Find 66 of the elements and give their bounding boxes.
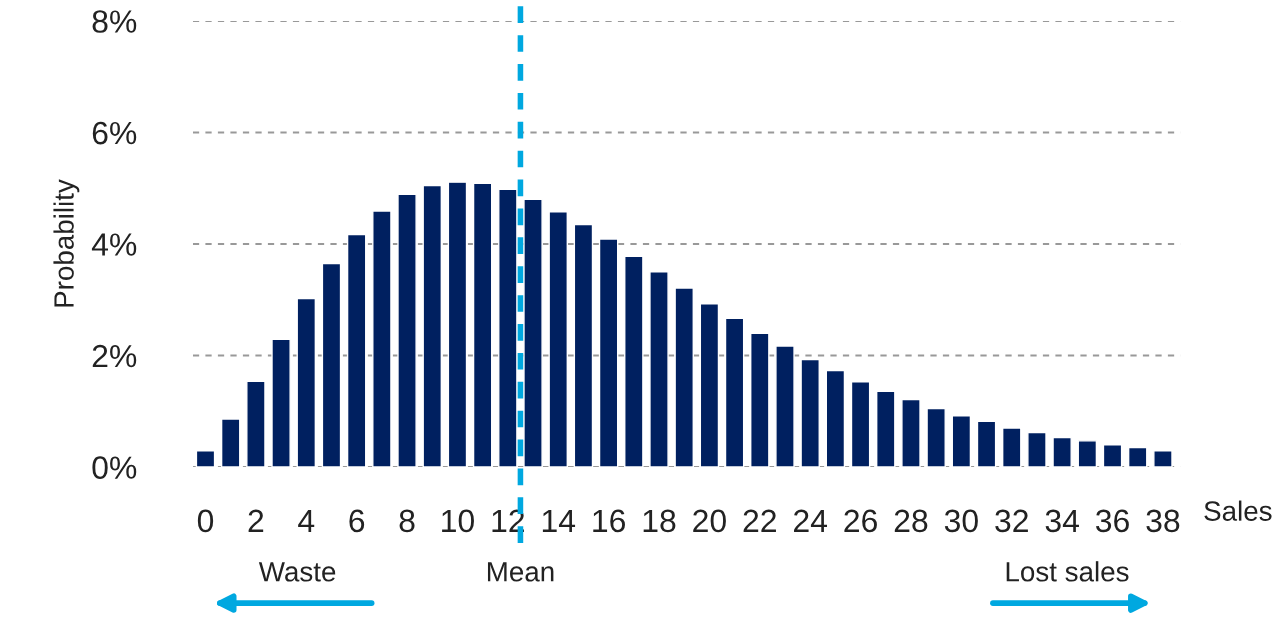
bar <box>775 345 795 468</box>
bar <box>724 317 745 468</box>
x-tick-label: 36 <box>1095 509 1129 533</box>
bar <box>750 332 770 468</box>
bar <box>1077 440 1098 468</box>
bar <box>372 210 392 468</box>
ref-line-label: Mean <box>487 562 554 582</box>
bar <box>472 182 493 468</box>
bar <box>1127 446 1148 468</box>
x-tick-label: 0 <box>197 509 214 533</box>
bar <box>649 271 669 468</box>
x-tick-label: 28 <box>894 509 928 533</box>
bar <box>850 381 871 468</box>
x-tick-label: 24 <box>794 509 828 532</box>
x-tick-label: 6 <box>349 509 365 533</box>
bar <box>296 297 317 468</box>
text: Waste <box>258 562 336 582</box>
bar <box>1102 444 1123 468</box>
x-tick-label: 2 <box>248 509 264 532</box>
bar <box>573 223 594 468</box>
bar <box>800 358 820 468</box>
bar <box>195 450 216 468</box>
x-tick-label: 14 <box>542 509 576 532</box>
y-axis-title: Probability <box>53 179 80 307</box>
bar <box>699 302 720 468</box>
y-tick-label: 2% <box>92 344 137 368</box>
bar <box>271 338 291 468</box>
bar <box>951 415 972 468</box>
bar <box>1052 436 1072 468</box>
bar <box>926 407 946 468</box>
bar <box>825 369 846 468</box>
x-tick-label: 20 <box>693 509 726 533</box>
x-tick-label: 30 <box>944 509 978 533</box>
bar <box>1001 427 1022 468</box>
x-tick-label: 32 <box>995 509 1028 533</box>
y-tick-label: 0% <box>92 456 137 479</box>
x-tick-label: 10 <box>442 509 474 533</box>
bar <box>397 193 417 468</box>
bar <box>447 181 468 468</box>
bar <box>901 398 921 468</box>
x-tick-label: 26 <box>844 509 877 533</box>
x-axis-title: Sales <box>1204 500 1272 521</box>
bar <box>598 238 619 468</box>
x-tick-label: 38 <box>1146 509 1180 533</box>
x-tick-label: 16 <box>593 509 625 533</box>
bar <box>246 380 266 468</box>
y-tick-label: 8% <box>92 10 137 33</box>
bar <box>548 210 568 468</box>
bar <box>1027 431 1047 468</box>
y-tick-label: 4% <box>91 233 137 256</box>
x-tick-label: 18 <box>643 509 676 533</box>
bar <box>220 418 241 468</box>
y-tick-label: 6% <box>92 121 137 145</box>
x-tick-label: 8 <box>399 509 415 533</box>
bar <box>674 287 694 468</box>
bar <box>876 390 896 468</box>
bar <box>624 255 644 468</box>
bar <box>346 233 367 468</box>
bar <box>1153 450 1173 468</box>
bar <box>976 420 997 468</box>
text: Lost sales <box>1006 561 1129 582</box>
x-tick-label: 22 <box>743 509 776 532</box>
x-tick-label: 4 <box>298 509 315 532</box>
x-tick-label: 34 <box>1045 509 1079 533</box>
bar <box>321 262 342 468</box>
bar <box>422 184 443 468</box>
